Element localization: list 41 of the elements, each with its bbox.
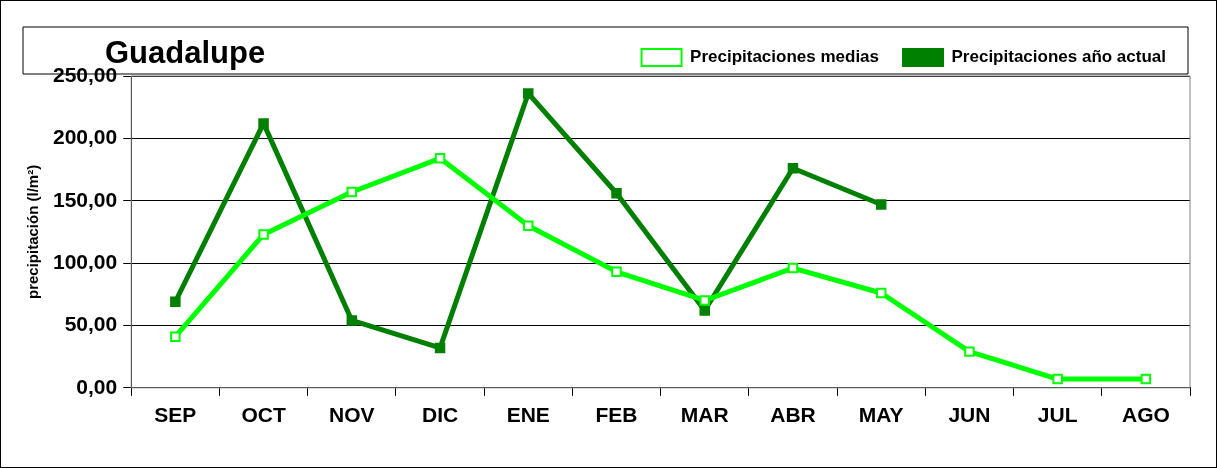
point: [434, 342, 446, 354]
x-tick-label: MAY: [858, 403, 904, 427]
y-tick-label: 0,00: [76, 374, 118, 398]
point: [346, 186, 358, 198]
x-tick-label: ABR: [770, 403, 816, 427]
point: [699, 305, 710, 316]
y-tick-label: 100,00: [53, 249, 118, 273]
y-axis-title: precipitación (l/m²): [24, 164, 42, 299]
x-tick-label: SEP: [154, 403, 197, 427]
point: [964, 346, 975, 357]
x-tick-label: JUL: [1037, 403, 1078, 427]
point: [1052, 373, 1063, 385]
x-tick-label: NOV: [329, 403, 375, 427]
y-tick-label: 50,00: [64, 312, 118, 336]
y-tick-label: 150,00: [53, 187, 118, 211]
x-tick-label: AGO: [1121, 403, 1170, 427]
legend-label: Precipitaciones año actual: [951, 47, 1166, 67]
point: [875, 287, 887, 299]
x-tick-label: MAR: [680, 403, 729, 427]
point: [170, 296, 181, 307]
point: [346, 315, 358, 326]
point: [875, 199, 887, 210]
x-tick-label: FEB: [595, 403, 638, 427]
point: [170, 331, 181, 342]
x-tick-label: DIC: [421, 403, 459, 427]
legend-label: Precipitaciones medias: [690, 47, 880, 67]
x-tick-label: ENE: [506, 403, 550, 427]
point: [258, 229, 269, 240]
point: [1140, 373, 1152, 385]
point: [787, 163, 799, 174]
point: [699, 295, 710, 306]
point: [611, 187, 622, 199]
point: [523, 220, 534, 231]
point: [787, 262, 799, 274]
point: [523, 88, 534, 99]
point: [611, 266, 622, 278]
x-tick-label: OCT: [241, 403, 286, 427]
point: [258, 118, 269, 129]
y-tick-label: 200,00: [53, 125, 118, 149]
point: [434, 153, 446, 164]
x-tick-label: JUN: [948, 403, 991, 427]
